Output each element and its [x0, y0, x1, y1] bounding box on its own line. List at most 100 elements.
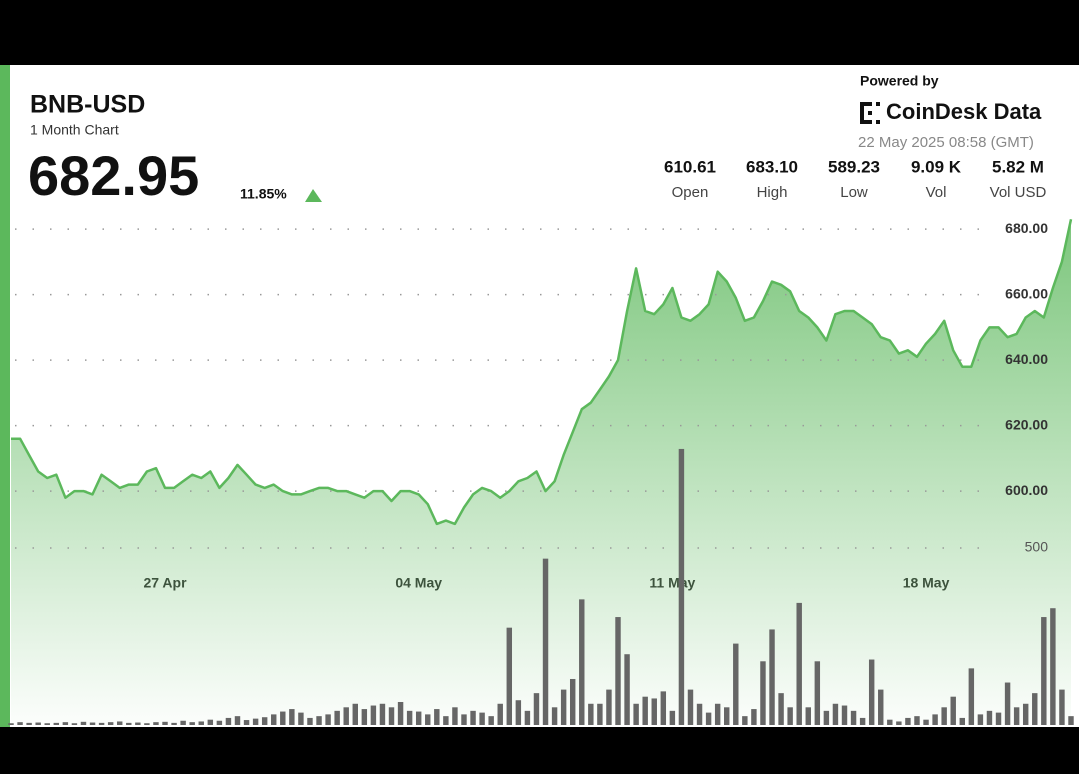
up-arrow	[305, 189, 322, 202]
volume-bar	[941, 707, 947, 725]
volume-bar	[17, 722, 23, 725]
powered-by: Powered by	[860, 73, 939, 89]
volume-bar	[696, 703, 703, 725]
volume-bar	[225, 717, 232, 725]
stat-label: Vol	[926, 184, 947, 201]
volume-bar	[361, 709, 368, 725]
timestamp: 22 May 2025 08:58 (GMT)	[858, 134, 1034, 151]
volume-bar	[198, 721, 204, 725]
volume-bar	[280, 711, 286, 725]
y2-tick-label: 500	[1025, 539, 1049, 555]
volume-bar	[488, 716, 494, 725]
volume-bar	[107, 722, 114, 725]
volume-bar	[470, 710, 476, 725]
volume-bar	[117, 721, 123, 725]
volume-bar	[615, 617, 621, 725]
volume-bar	[651, 698, 657, 725]
y-tick-label: 620.00	[1005, 416, 1048, 432]
volume-bar	[887, 719, 893, 725]
volume-bar	[588, 703, 594, 725]
volume-bar	[579, 599, 585, 725]
volume-bar	[189, 722, 195, 725]
volume-bar	[126, 722, 132, 725]
volume-bar	[787, 707, 793, 725]
volume-bar	[1059, 689, 1065, 725]
volume-bar	[452, 707, 458, 725]
volume-bar	[44, 723, 50, 725]
volume-bar	[624, 654, 630, 725]
volume-bar	[8, 723, 14, 725]
volume-bar	[742, 716, 748, 725]
volume-bar	[914, 716, 920, 725]
volume-bar	[923, 719, 929, 725]
volume-bar	[642, 696, 648, 725]
plot: 27 Apr04 May11 May18 May600.00620.00640.…	[8, 219, 1074, 726]
volume-bar	[234, 716, 241, 725]
stat-value: 589.23	[828, 157, 880, 176]
brand: CoinDesk Data	[886, 99, 1042, 124]
volume-bar	[1013, 707, 1020, 725]
stat-value: 9.09 K	[911, 157, 962, 176]
volume-bar	[53, 722, 60, 725]
stat-label: High	[757, 184, 788, 201]
volume-bar	[443, 716, 449, 725]
stat-value: 610.61	[664, 157, 716, 176]
volume-bar	[325, 714, 331, 725]
volume-bar	[1068, 716, 1074, 725]
volume-bar	[497, 703, 503, 725]
volume-bar	[660, 691, 667, 725]
stat-value: 5.82 M	[992, 157, 1044, 176]
volume-bar	[388, 707, 395, 725]
volume-bar	[905, 717, 911, 725]
subtitle: 1 Month Chart	[30, 122, 119, 138]
volume-bar	[724, 707, 730, 725]
change: 11.85%	[240, 186, 287, 202]
brand-icon	[860, 102, 880, 124]
volume-bar	[796, 602, 802, 725]
volume-bar	[35, 722, 41, 725]
volume-bar	[153, 722, 159, 725]
volume-bar	[760, 661, 766, 725]
volume-bar	[868, 659, 875, 725]
stat-label: Vol USD	[990, 184, 1047, 201]
y-tick-label: 660.00	[1005, 285, 1048, 301]
volume-bar	[26, 722, 32, 725]
volume-bar	[823, 710, 830, 725]
volume-bar	[859, 717, 866, 725]
stat-label: Open	[672, 184, 709, 201]
volume-bar	[171, 722, 177, 725]
volume-bar	[1022, 703, 1029, 725]
symbol: BNB-USD	[30, 91, 145, 119]
volume-bar	[289, 709, 295, 725]
volume-bar	[216, 720, 223, 725]
y-tick-label: 680.00	[1005, 220, 1048, 236]
volume-bar	[352, 703, 358, 725]
volume-bar	[977, 714, 984, 725]
volume-bar	[425, 714, 431, 725]
y-tick-label: 640.00	[1005, 351, 1048, 367]
volume-bar	[135, 722, 141, 725]
volume-bar	[434, 709, 440, 725]
volume-bar	[560, 689, 567, 725]
volume-bar	[533, 693, 540, 725]
volume-bar	[687, 689, 694, 725]
volume-bar	[406, 710, 413, 725]
volume-bar	[705, 712, 712, 725]
accent-strip	[0, 65, 10, 727]
volume-bar	[850, 710, 857, 725]
volume-bar	[733, 643, 739, 725]
volume-bar	[986, 710, 993, 725]
volume-bar	[62, 722, 69, 725]
price: 682.95	[28, 144, 199, 207]
volume-bar	[841, 705, 848, 725]
volume-bar	[506, 627, 513, 725]
volume-bar	[878, 689, 884, 725]
volume-bar	[995, 712, 1002, 725]
volume-bar	[1050, 608, 1056, 725]
volume-bar	[1041, 617, 1047, 725]
volume-bar	[1032, 693, 1038, 725]
volume-bar	[271, 714, 277, 725]
volume-bar	[515, 700, 522, 725]
volume-bar	[343, 707, 349, 725]
